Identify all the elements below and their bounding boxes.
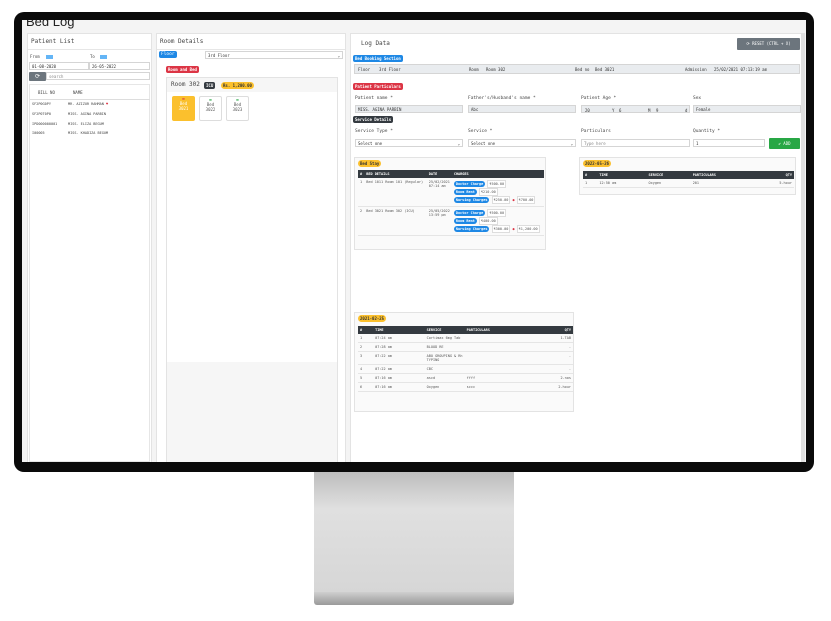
booking-admission: 25/02/2021 07:13:19 am [714, 67, 767, 72]
to-date-input[interactable]: 26-05-2022 [89, 62, 150, 70]
search-input[interactable]: search [46, 72, 150, 80]
date-badge: 2021-02-25 [358, 315, 387, 322]
service-details-label: Service Details [353, 116, 394, 123]
bed-stay-table: # BED DETAILS DATE CHARGES 1 Bed 1011 Room 1… [358, 170, 544, 236]
service-label: Service * [468, 129, 493, 134]
bed-icon: ▬ [182, 96, 185, 101]
bed-stay-card: Bed Stay # BED DETAILS DATE CHARGES 1 Bed 10… [354, 157, 546, 250]
patient-name-field[interactable]: MISS. AGINA PARBIN [355, 105, 463, 113]
refresh-icon: ⟳ [34, 73, 41, 80]
room-details-title: Room Details [157, 34, 345, 50]
patient-name[interactable]: MR. AZIZUR RAHMAN ♥ [68, 102, 109, 106]
app-title: Bed Log [26, 20, 75, 29]
refresh-button[interactable]: ⟳ [29, 72, 46, 81]
room-details-panel: Room Details Floor 3rd Floor ⌄ Room and B… [156, 33, 346, 462]
patient-list-title: Patient List [28, 34, 151, 50]
heart-icon: ♥ [105, 102, 109, 106]
table-row: 4 07:22 am CBC - [358, 364, 573, 374]
table-row: 3 07:22 am ABO GROUPING & Rh TYPING - [358, 351, 573, 365]
calendar-icon[interactable] [100, 55, 107, 59]
scrollbar[interactable] [801, 33, 805, 462]
service-type-select[interactable]: Select one ⌄ [355, 139, 463, 147]
table-row: 1 07:24 am Cortimax 6mg Tab 1-TAB [358, 334, 573, 343]
chevron-down-icon: ⌄ [570, 141, 573, 146]
patient-age-label: Patient Age * [581, 96, 617, 101]
patient-name[interactable]: MISS. AGINA PARBIN [68, 112, 106, 116]
reset-button[interactable]: ⟳ RESET (CTRL + X) [737, 38, 800, 50]
bed-icon: ▬ [209, 97, 212, 102]
room-type-badge: ICU [204, 82, 216, 89]
calendar-icon[interactable] [46, 55, 53, 59]
particulars-label: Particulars [581, 129, 611, 134]
bed-booking-label: Bed Booking Section [353, 55, 403, 62]
table-row: 5 07:16 am ascd ffff 2-nos [358, 373, 573, 383]
service-select[interactable]: Select one ⌄ [468, 139, 576, 147]
log-data-title: Log Data [361, 40, 390, 47]
patient-name[interactable]: MISS. KHADIZA BEGUM [68, 131, 109, 135]
room-price-badge: Rs. 1,200.00 [221, 82, 254, 89]
bed-icon: ▬ [236, 97, 239, 102]
from-date-input[interactable]: 01-08-2020 [29, 62, 89, 70]
refresh-icon: ⟳ [746, 41, 750, 46]
add-button[interactable]: ✔ ADD [769, 138, 800, 149]
bill-no[interactable]: SF2P0T0P0 [32, 112, 51, 116]
log-data-panel: Log Data ⟳ RESET (CTRL + X) Bed Booking … [350, 33, 802, 462]
check-icon: ✔ [778, 141, 781, 146]
col-bill-no[interactable]: BILL NO [38, 90, 55, 95]
sex-label: Sex [693, 96, 702, 101]
bed-3021[interactable]: ▬ Bed 3021 [172, 96, 195, 121]
date-badge: 2022-05-26 [583, 160, 612, 167]
service-type-label: Service Type * [355, 129, 393, 134]
minus-circle-icon: ● [512, 227, 515, 231]
monitor-base [314, 592, 514, 605]
bed-stay-label: Bed Stay [358, 160, 382, 167]
room-card: Room 302 ICU Rs. 1,200.00 ▬ Bed 3021 ▬ Bed 3… [166, 77, 338, 462]
bed-total: ₹1,200.00 [516, 225, 540, 233]
patient-list-panel: Patient List From To 01-08-2020 26-05-20… [27, 33, 152, 462]
floor-select[interactable]: 3rd Floor ⌄ [205, 51, 343, 59]
col-name[interactable]: NAME [73, 90, 83, 95]
to-label: To [90, 54, 95, 59]
monitor-stand [314, 472, 514, 594]
table-row: 6 07:16 am Oxygen sccc 2-hour [358, 382, 573, 392]
patient-particulars-label: Patient Particulars [353, 83, 403, 90]
father-name-field[interactable]: Abc [468, 105, 576, 113]
booking-room: Room 302 [486, 67, 506, 72]
table-row: 2 07:28 am BLOOD RE - [358, 342, 573, 352]
chevron-down-icon: ⌄ [457, 141, 460, 146]
quantity-input[interactable]: 1 [693, 139, 765, 147]
table-row: 2 Bed 3021 Room 302 (ICU) 25/05/2022 13:59… [358, 206, 544, 236]
table-row: 1 12:50 am Oxygen 201 5-hour [583, 179, 794, 188]
bed-3022[interactable]: ▬ Bed 3022 [199, 96, 222, 121]
from-label: From [30, 54, 40, 59]
floor-label: Floor [159, 51, 177, 58]
table-row: 1 Bed 1011 Room 101 (Regular) 25/02/2021 0… [358, 178, 544, 207]
sex-field[interactable]: Female [693, 105, 801, 113]
patient-name-label: Patient name * [355, 96, 393, 101]
screen: Bed Log Patient List From To 01-08-2020 … [22, 20, 806, 462]
room-and-bed-label: Room and Bed [166, 66, 199, 73]
father-name-label: Father's/Husband's name * [468, 96, 536, 101]
quantity-label: Quantity * [693, 129, 721, 134]
service-log-card: 2021-02-25 # TIME SERVICE PARTICULARS QTY 1 07… [354, 312, 574, 412]
booking-info: Floor 3rd Floor Room Room 302 Bed no Bed… [354, 64, 800, 74]
bill-no[interactable]: I00005 [32, 131, 45, 135]
particulars-input[interactable]: Type here [581, 139, 690, 147]
patient-table: BILL NO NAME SF2P0G0PY MR. AZIZUR RAHMAN… [29, 84, 150, 462]
bed-3023[interactable]: ▬ Bed 3023 [226, 96, 249, 121]
patient-name[interactable]: MISS. ELIZA BEGUM [68, 122, 104, 126]
bill-no[interactable]: SF2P0G0PY [32, 102, 51, 106]
minus-circle-icon: ● [512, 198, 515, 202]
booking-floor: 3rd Floor [379, 67, 401, 72]
booking-bed: Bed 3021 [595, 67, 615, 72]
bed-total: ₹700.00 [516, 196, 536, 204]
chevron-down-icon: ⌄ [337, 53, 340, 58]
bill-no[interactable]: IPD000000001 [32, 122, 58, 126]
room-name: Room 302 [171, 81, 200, 88]
